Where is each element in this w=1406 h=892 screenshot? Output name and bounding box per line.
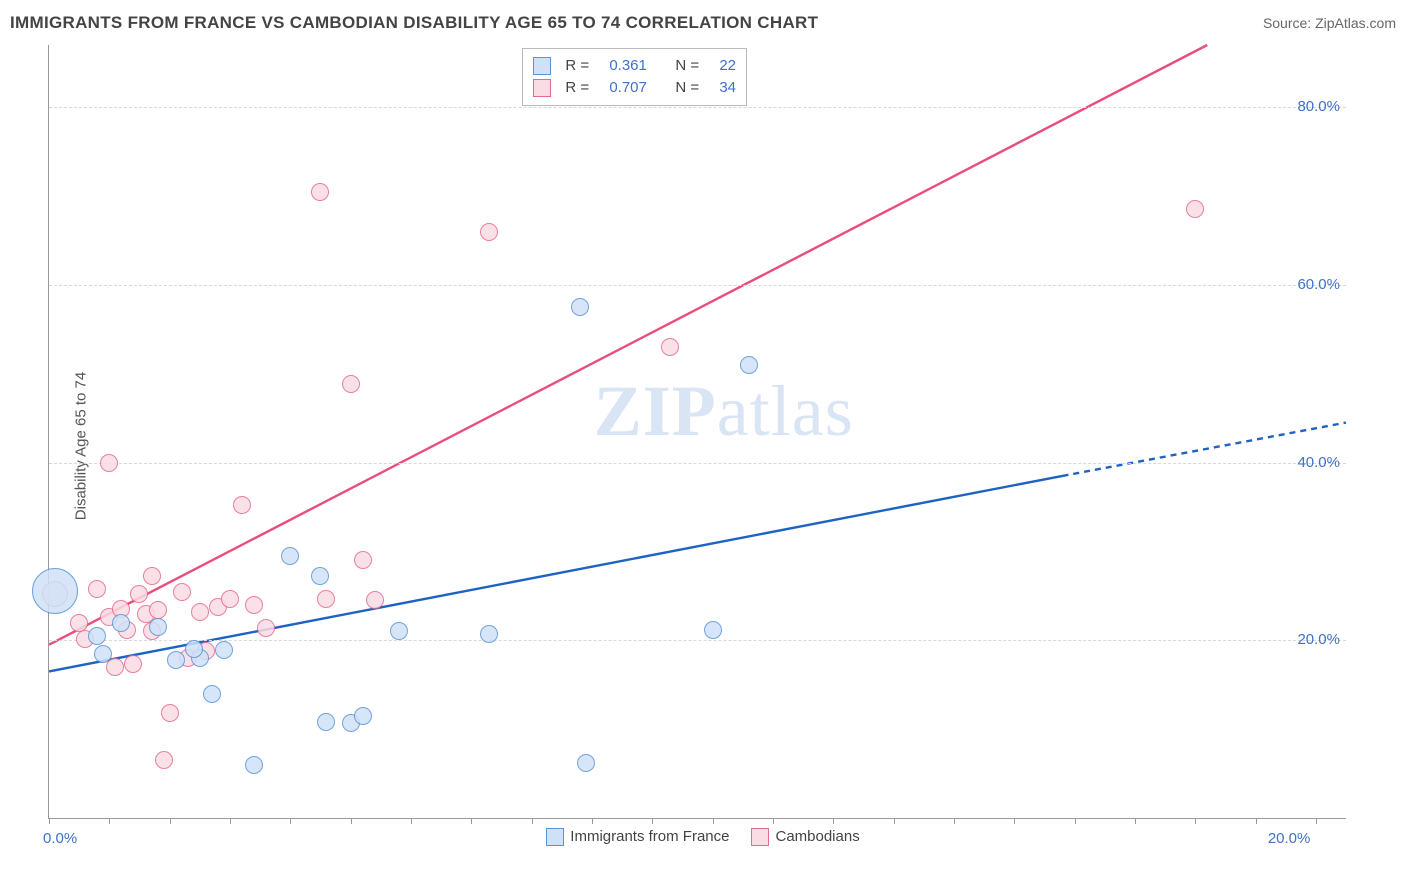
data-bubble-a (149, 618, 167, 636)
trend-lines (49, 45, 1346, 818)
chart-source: Source: ZipAtlas.com (1263, 15, 1396, 31)
legend-item: Immigrants from France (546, 828, 729, 846)
x-tick-mark (652, 818, 653, 824)
x-tick-mark (713, 818, 714, 824)
stat-label: N = (675, 77, 699, 99)
x-tick-mark (1075, 818, 1076, 824)
stats-row: R = 0.707 N = 34 (533, 77, 736, 99)
data-bubble-a (704, 621, 722, 639)
data-bubble-b (661, 338, 679, 356)
data-bubble-a (32, 568, 78, 614)
data-bubble-b (88, 580, 106, 598)
y-tick-label: 40.0% (1297, 454, 1340, 471)
stat-n: 34 (719, 77, 736, 99)
x-tick-mark (894, 818, 895, 824)
gridline (49, 463, 1346, 464)
swatch-icon (546, 828, 564, 846)
x-tick-mark (592, 818, 593, 824)
data-bubble-b (124, 655, 142, 673)
x-tick-mark (471, 818, 472, 824)
gridline (49, 640, 1346, 641)
data-bubble-a (740, 356, 758, 374)
scatter-plot: ZIPatlas R = 0.361 N = 22R = 0.707 N = 3… (48, 45, 1346, 819)
data-bubble-a (167, 651, 185, 669)
gridline (49, 285, 1346, 286)
data-bubble-b (342, 375, 360, 393)
y-tick-label: 20.0% (1297, 631, 1340, 648)
data-bubble-a (185, 640, 203, 658)
data-bubble-a (215, 641, 233, 659)
legend-label: Immigrants from France (570, 828, 729, 845)
data-bubble-b (317, 590, 335, 608)
legend-item: Cambodians (751, 828, 859, 846)
data-bubble-b (130, 585, 148, 603)
stat-label: N = (675, 55, 699, 77)
x-tick-mark (833, 818, 834, 824)
data-bubble-a (281, 547, 299, 565)
x-tick-mark (109, 818, 110, 824)
data-bubble-b (149, 601, 167, 619)
y-tick-label: 80.0% (1297, 98, 1340, 115)
data-bubble-a (94, 645, 112, 663)
x-tick-mark (1195, 818, 1196, 824)
stats-legend-box: R = 0.361 N = 22R = 0.707 N = 34 (522, 48, 747, 106)
data-bubble-b (257, 619, 275, 637)
chart-title: IMMIGRANTS FROM FRANCE VS CAMBODIAN DISA… (10, 13, 818, 33)
data-bubble-a (311, 567, 329, 585)
data-bubble-a (390, 622, 408, 640)
x-tick-mark (954, 818, 955, 824)
x-tick-mark (532, 818, 533, 824)
y-tick-label: 60.0% (1297, 276, 1340, 293)
x-tick-mark (290, 818, 291, 824)
stat-label: R = (565, 55, 589, 77)
x-tick-mark (49, 818, 50, 824)
x-tick-mark (1316, 818, 1317, 824)
stat-label: R = (565, 77, 589, 99)
data-bubble-b (143, 567, 161, 585)
data-bubble-b (311, 183, 329, 201)
data-bubble-b (1186, 200, 1204, 218)
x-tick-mark (1256, 818, 1257, 824)
gridline (49, 107, 1346, 108)
data-bubble-b (191, 603, 209, 621)
data-bubble-b (480, 223, 498, 241)
legend-bottom: Immigrants from France Cambodians (0, 828, 1406, 846)
data-bubble-a (577, 754, 595, 772)
data-bubble-a (317, 713, 335, 731)
data-bubble-b (233, 496, 251, 514)
stat-n: 22 (719, 55, 736, 77)
data-bubble-b (106, 658, 124, 676)
trend-line (49, 45, 1207, 645)
data-bubble-a (203, 685, 221, 703)
stats-row: R = 0.361 N = 22 (533, 55, 736, 77)
x-tick-mark (170, 818, 171, 824)
x-tick-mark (351, 818, 352, 824)
data-bubble-a (88, 627, 106, 645)
data-bubble-b (221, 590, 239, 608)
data-bubble-a (245, 756, 263, 774)
data-bubble-b (354, 551, 372, 569)
swatch-icon (533, 57, 551, 75)
x-tick-mark (411, 818, 412, 824)
data-bubble-b (366, 591, 384, 609)
x-tick-mark (1135, 818, 1136, 824)
data-bubble-b (173, 583, 191, 601)
stat-r: 0.361 (609, 55, 647, 77)
x-tick-mark (1014, 818, 1015, 824)
stat-r: 0.707 (609, 77, 647, 99)
data-bubble-a (480, 625, 498, 643)
swatch-icon (533, 79, 551, 97)
data-bubble-a (571, 298, 589, 316)
data-bubble-b (245, 596, 263, 614)
data-bubble-a (112, 614, 130, 632)
data-bubble-b (100, 454, 118, 472)
x-tick-mark (773, 818, 774, 824)
x-tick-mark (230, 818, 231, 824)
legend-label: Cambodians (775, 828, 859, 845)
swatch-icon (751, 828, 769, 846)
data-bubble-b (161, 704, 179, 722)
data-bubble-b (155, 751, 173, 769)
data-bubble-a (354, 707, 372, 725)
